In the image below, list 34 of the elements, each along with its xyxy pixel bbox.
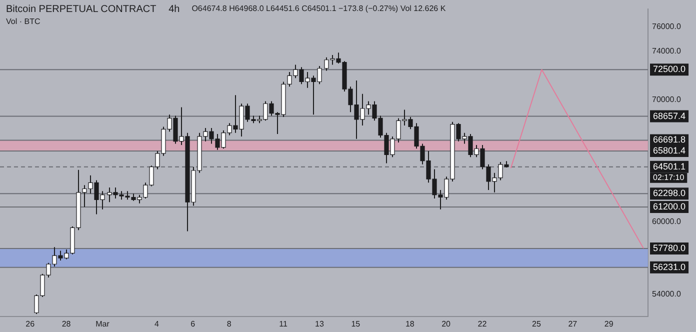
ref-line-label: 62298.0: [653, 188, 686, 198]
x-tick-label: 13: [315, 319, 324, 328]
annotation: O64674.8 H64968.0 L64451.6 C64501.1 −173.8 (−0.27%) Vol 12.626 K: [192, 4, 446, 14]
ref-line-label: 64501.1: [653, 161, 686, 172]
ref-line-label: 61200.0: [653, 201, 686, 212]
x-tick-label: 25: [532, 319, 542, 328]
y-tick-label: 76000.0: [652, 22, 682, 32]
x-tick-label: 27: [568, 319, 578, 328]
ref-line-label: 56231.0: [653, 262, 686, 272]
x-tick-label: 6: [190, 319, 196, 328]
ref-line-label: 65801.4: [653, 146, 686, 156]
x-tick-label: 20: [442, 319, 452, 328]
x-tick-label: 15: [351, 319, 361, 328]
y-tick-label: 70000.0: [652, 95, 682, 104]
x-tick-label: 11: [279, 319, 288, 328]
annotation: 02:17:10: [653, 173, 685, 182]
x-tick-label: 22: [478, 319, 488, 328]
y-tick-label: 54000.0: [652, 290, 682, 299]
x-tick-label: 4: [154, 319, 160, 328]
chart-subtitle: 4h: [168, 4, 180, 15]
annotation: Vol · BTC: [6, 17, 40, 26]
x-tick-label: Mar: [96, 319, 110, 328]
x-tick-label: 8: [226, 319, 232, 328]
ref-line-label: 68657.4: [653, 110, 686, 121]
x-tick-label: 28: [62, 319, 72, 328]
y-tick-label: 74000.0: [652, 46, 682, 56]
x-tick-label: 29: [604, 319, 614, 328]
ref-line-label: 72500.0: [653, 64, 686, 74]
y-tick-label: 60000.0: [652, 216, 682, 226]
x-tick-label: 18: [405, 319, 415, 328]
ref-line-label: 57780.0: [653, 243, 686, 254]
x-tick-label: 26: [26, 319, 36, 328]
ref-line-label: 66691.8: [653, 134, 686, 145]
chart-title: Bitcoin PERPETUAL CONTRACT: [6, 4, 156, 15]
